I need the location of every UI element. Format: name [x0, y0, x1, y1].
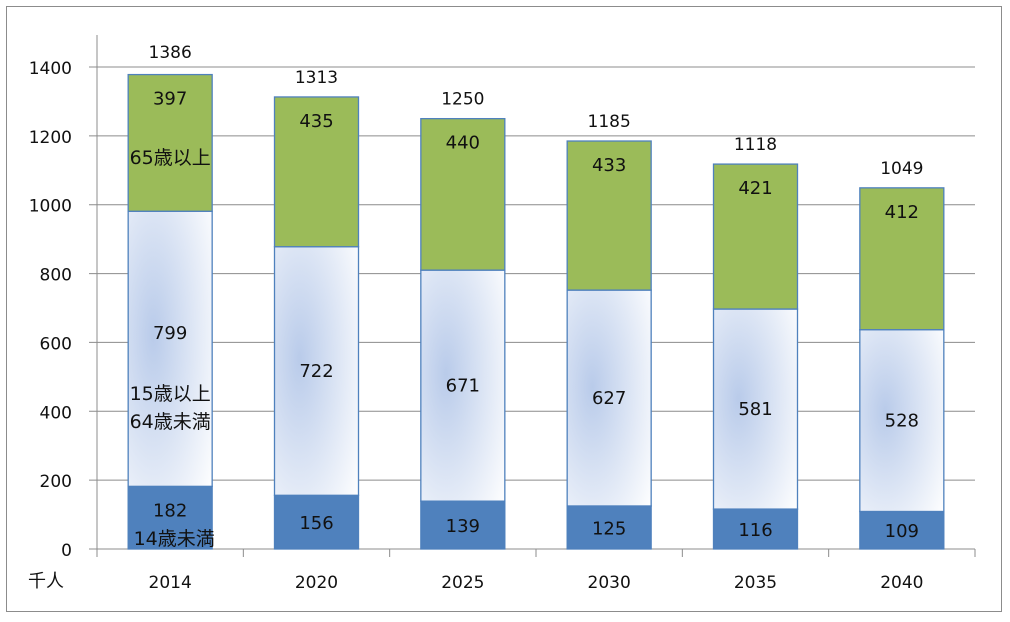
series-label-over65: 65歳以上 [130, 147, 211, 169]
y-tick-label: 1200 [29, 128, 72, 148]
data-label: 116 [738, 520, 772, 541]
bar-segment-over65 [859, 187, 945, 331]
bar-segment-15to64 [712, 308, 799, 510]
bar-segment-over65 [127, 73, 213, 212]
total-label: 1118 [734, 135, 777, 155]
data-label: 421 [738, 178, 772, 199]
x-tick-label: 2014 [149, 573, 192, 593]
total-label: 1049 [880, 159, 923, 179]
x-tick-label: 2025 [441, 573, 484, 593]
data-label: 109 [885, 521, 919, 542]
y-tick-label: 0 [61, 541, 72, 561]
data-label: 125 [592, 518, 626, 539]
series-label-under14: 14歳未満 [134, 528, 215, 550]
data-label: 627 [592, 388, 626, 409]
data-label: 412 [885, 202, 919, 223]
bar-segment-under14 [127, 485, 213, 550]
y-tick-label: 1000 [29, 197, 72, 217]
data-label: 182 [153, 500, 187, 521]
y-tick-label: 800 [40, 266, 72, 286]
bar-segment-under14 [273, 494, 360, 550]
data-label: 156 [299, 513, 333, 534]
bar-segment-under14 [420, 500, 506, 550]
y-tick-label: 200 [40, 472, 72, 492]
bar-segment-over65 [566, 140, 652, 291]
bar-segment-over65 [712, 163, 799, 310]
x-tick-label: 2035 [734, 573, 777, 593]
x-tick-label: 2020 [295, 573, 338, 593]
data-label: 799 [153, 323, 187, 344]
bar-segment-over65 [420, 117, 506, 271]
bar-segment-under14 [712, 508, 799, 550]
data-label: 440 [446, 133, 480, 154]
data-label: 528 [885, 411, 919, 432]
bar-segment-under14 [566, 505, 652, 550]
bar-segment-under14 [859, 510, 945, 550]
chart-frame [6, 6, 1002, 612]
bar-segment-15to64 [859, 329, 945, 513]
data-label: 433 [592, 155, 626, 176]
y-axis-unit-label: 千人 [28, 571, 64, 592]
bar-segment-15to64 [420, 269, 506, 502]
total-label: 1185 [588, 112, 631, 132]
x-tick-label: 2040 [880, 573, 923, 593]
y-tick-label: 400 [40, 403, 72, 423]
y-tick-label: 1400 [29, 59, 72, 79]
total-label: 1250 [441, 90, 484, 110]
data-label: 722 [299, 361, 333, 382]
data-label: 581 [738, 399, 772, 420]
total-label: 1313 [295, 68, 338, 88]
data-label: 671 [446, 376, 480, 397]
y-tick-label: 600 [40, 334, 72, 354]
data-label: 139 [446, 516, 480, 537]
series-label-15to64-line1: 15歳以上 [130, 383, 211, 405]
data-label: 397 [153, 89, 187, 110]
bar-segment-over65 [273, 96, 360, 248]
bar-segment-15to64 [273, 246, 360, 496]
bar-segment-15to64 [127, 210, 213, 487]
data-label: 435 [299, 111, 333, 132]
total-label: 1386 [149, 43, 192, 63]
x-tick-label: 2030 [588, 573, 631, 593]
series-label-15to64-line2: 64歳未満 [130, 411, 211, 433]
